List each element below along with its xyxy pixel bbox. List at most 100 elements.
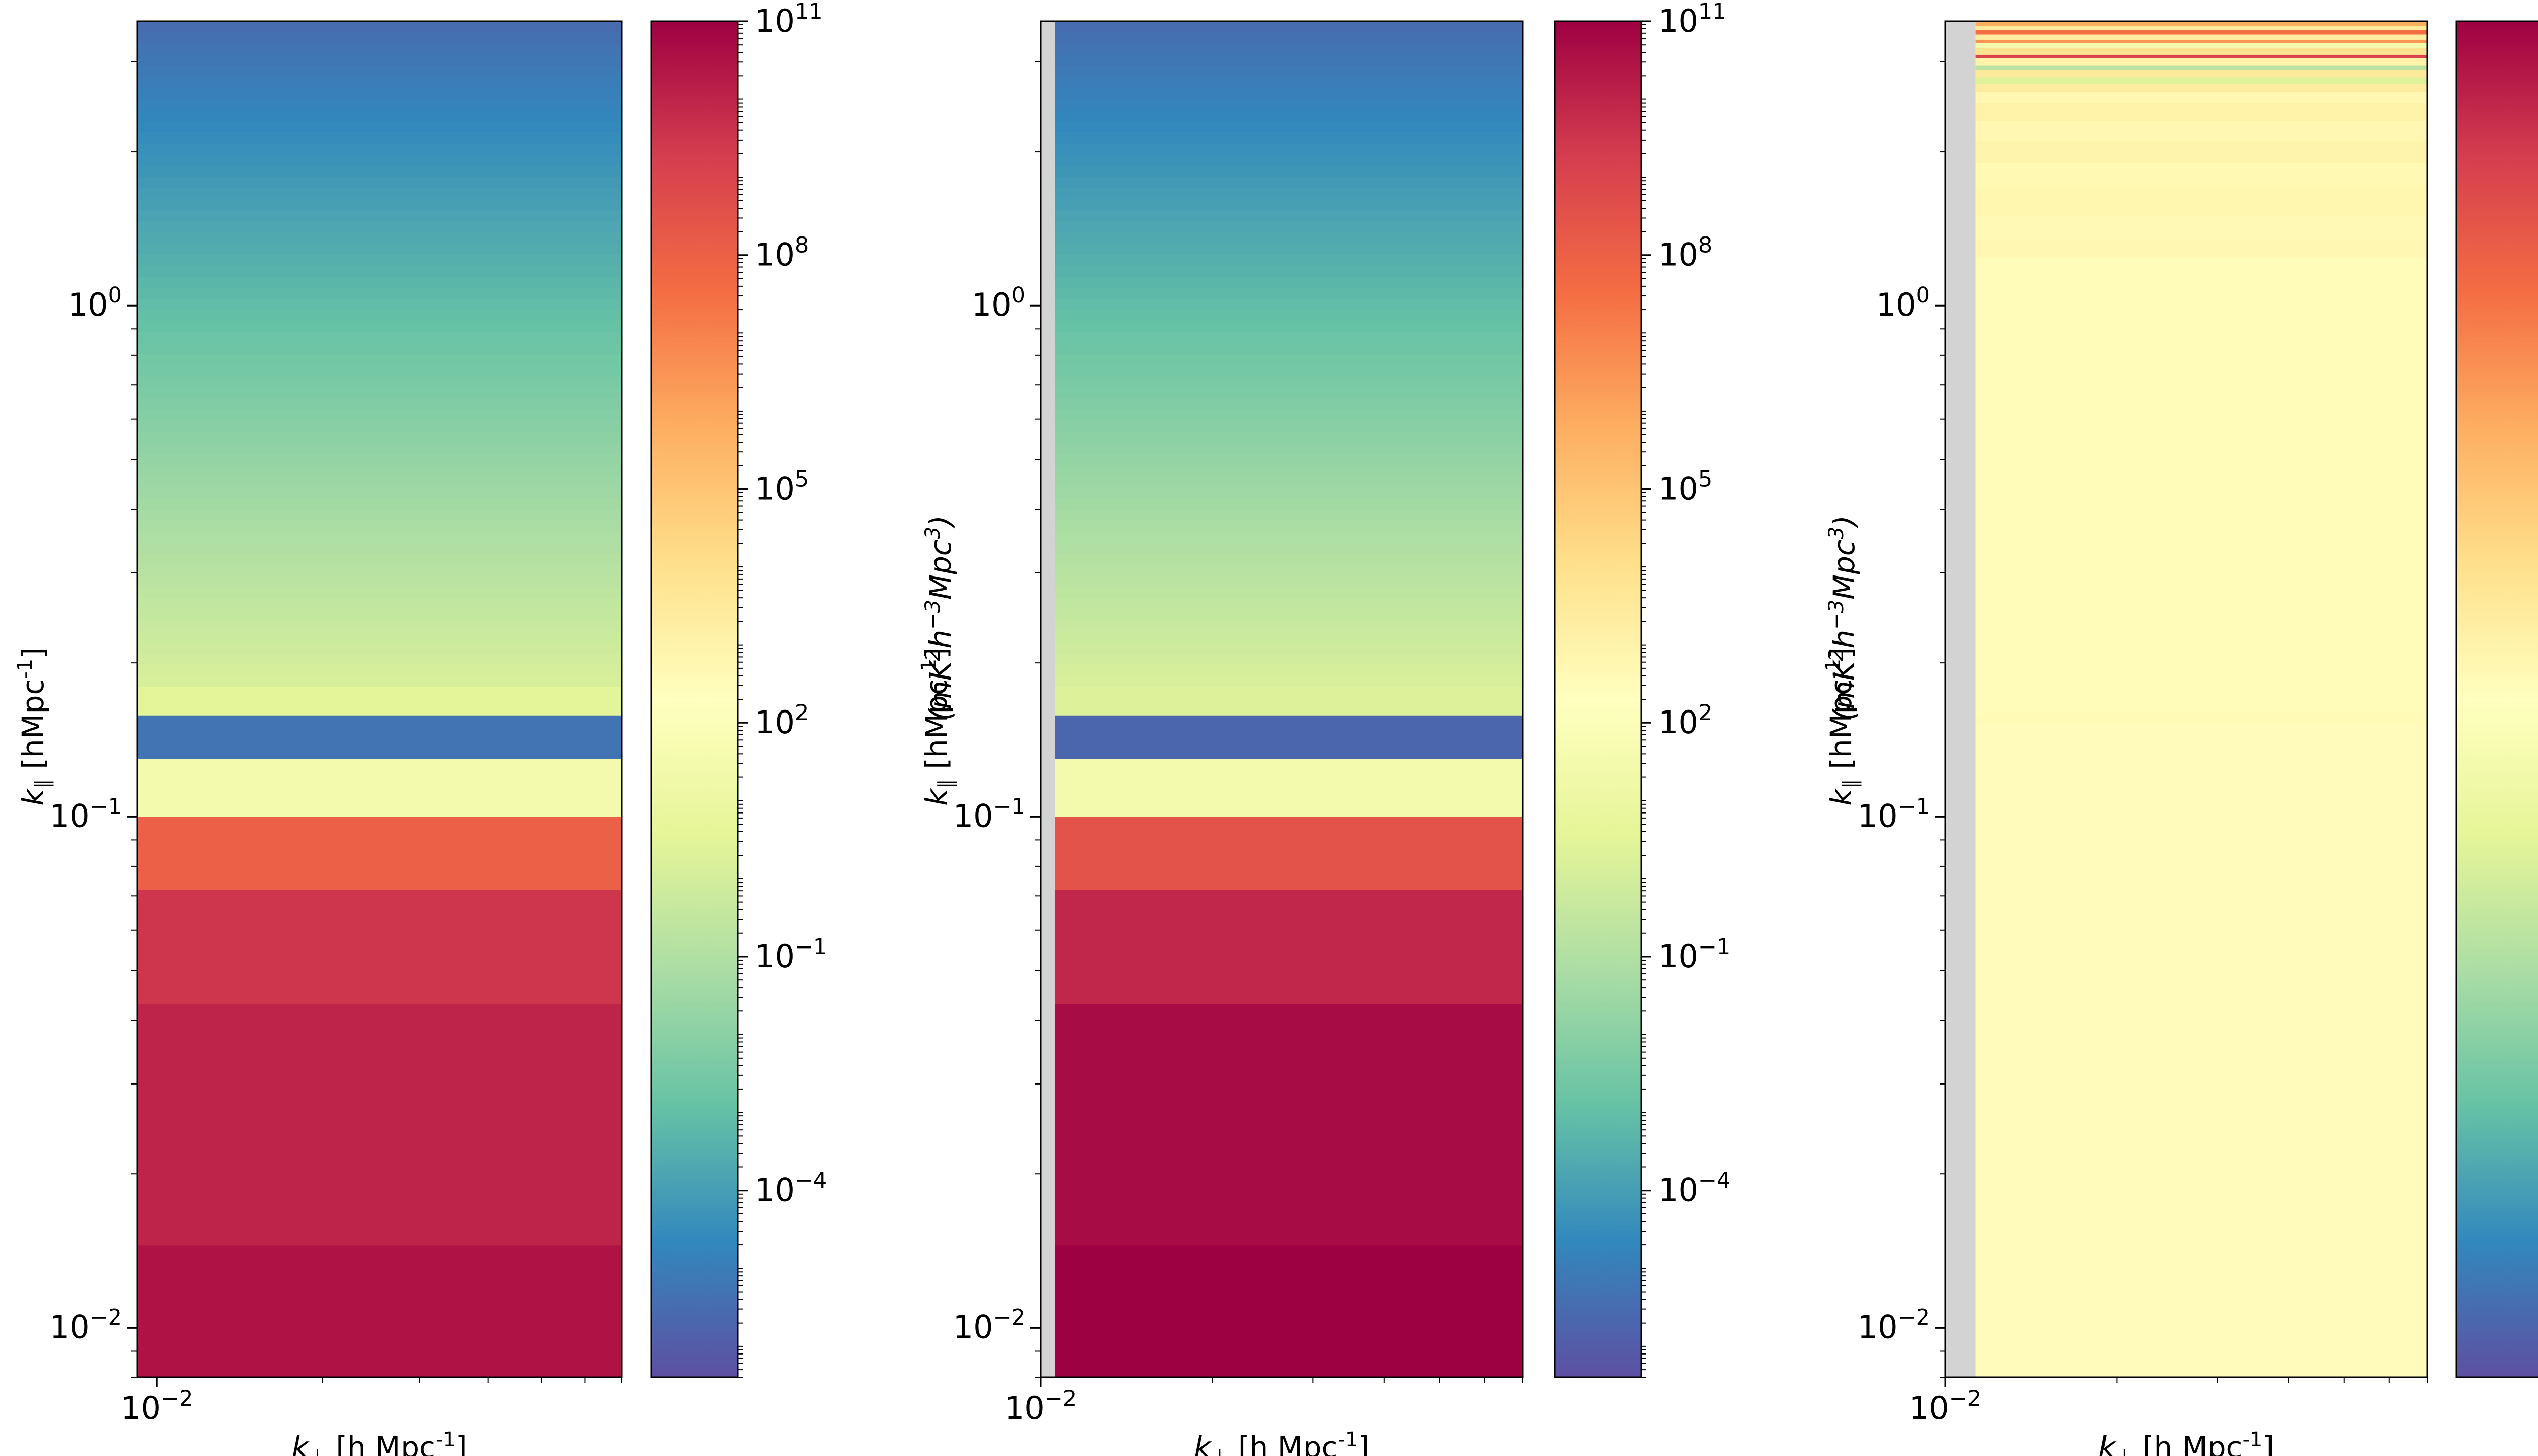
y-tick-label: 10−1 <box>1858 794 1930 834</box>
y-tick-label: 100 <box>68 283 122 323</box>
y-tick-label: 10−2 <box>50 1305 122 1345</box>
colorbar-tick-label: 102 <box>755 700 809 741</box>
axes-frame-middle <box>1040 20 1524 1378</box>
heatmap-band <box>1975 47 2427 55</box>
heatmap-cell <box>137 54 622 66</box>
heatmap-cell <box>137 65 622 77</box>
colorbar-tick-label: 105 <box>1658 466 1712 507</box>
heatmap-cell <box>1055 176 1523 188</box>
heatmap-band <box>137 686 622 716</box>
heatmap-band <box>137 715 622 759</box>
heatmap-band <box>137 758 622 817</box>
heatmap-band <box>1975 43 2427 48</box>
x-axis-label-right: k⊥ [h Mpc-1] <box>2098 1428 2274 1456</box>
heatmap-band <box>1975 91 2427 103</box>
heatmap-cell <box>1055 331 1523 344</box>
panel-right: 100 10−1 10−2 10−2 k⊥ [h Mpc-1] k∥ [hMpc-1]… <box>1822 20 2538 1456</box>
heatmap-cell <box>137 243 622 255</box>
heatmap-cell <box>137 187 622 199</box>
colorbar-ticks-left: 1011 108 105 102 10−1 10−4 <box>738 0 827 1378</box>
heatmap-cell <box>1055 254 1523 266</box>
y-tick-label: 10−2 <box>953 1305 1025 1345</box>
x-axis-label-left: k⊥ [h Mpc-1] <box>292 1428 467 1456</box>
heatmap-cell <box>1055 597 1523 610</box>
heatmap-cell <box>1055 265 1523 277</box>
heatmap-cell <box>1055 641 1523 654</box>
heatmap-cell <box>1055 309 1523 321</box>
heatmap-band <box>1975 215 2427 240</box>
heatmap-cell <box>137 309 622 321</box>
heatmap-cell <box>1055 32 1523 44</box>
heatmap-cell <box>137 420 622 432</box>
heatmap-cell <box>137 221 622 232</box>
heatmap-cell <box>137 409 622 421</box>
heatmap-cell <box>1055 198 1523 211</box>
heatmap-cell <box>1055 653 1523 665</box>
heatmap-right <box>1945 21 2427 1378</box>
heatmap-band <box>137 1245 622 1378</box>
heatmap-cell <box>137 265 622 277</box>
heatmap-band <box>1055 817 1523 890</box>
heatmap-cell <box>137 21 622 33</box>
x-axis-label-middle: k⊥ [h Mpc-1] <box>1194 1428 1370 1456</box>
heatmap-cell <box>1055 564 1523 576</box>
heatmap-band <box>1975 54 2427 59</box>
colorbar-tick-label: 10−4 <box>1658 1168 1730 1209</box>
heatmap-cell <box>1055 664 1523 676</box>
heatmap-cell <box>1055 409 1523 421</box>
heatmap-cell <box>137 542 622 554</box>
heatmap-cell <box>1055 187 1523 199</box>
heatmap-cell <box>137 276 622 288</box>
heatmap-cell <box>1055 298 1523 310</box>
colorbar-ticks-middle: 1011 108 105 102 10−1 10−4 <box>1641 0 1730 1378</box>
y-tick-label: 100 <box>1876 283 1930 323</box>
heatmap-cell <box>1055 520 1523 532</box>
heatmap-band <box>1975 141 2427 164</box>
heatmap-cell <box>137 553 622 565</box>
heatmap-cell <box>137 509 622 521</box>
heatmap-band <box>1055 1245 1523 1378</box>
y-axis-label-left: k∥ [hMpc-1] <box>14 647 54 806</box>
heatmap-cell <box>137 254 622 266</box>
heatmap-cell <box>1055 77 1523 88</box>
heatmap-cell <box>137 387 622 399</box>
heatmap-band <box>1975 83 2427 92</box>
heatmap-band <box>1055 686 1523 716</box>
heatmap-cell <box>1055 398 1523 410</box>
heatmap-cell <box>137 354 622 365</box>
heatmap-cell <box>1055 165 1523 177</box>
y-tick-label: 10−1 <box>50 794 122 834</box>
heatmap-band <box>137 1004 622 1246</box>
heatmap-cell <box>1055 154 1523 166</box>
heatmap-cell <box>137 98 622 111</box>
heatmap-cell <box>137 287 622 299</box>
heatmap-cell <box>1055 453 1523 465</box>
heatmap-cell <box>1055 287 1523 299</box>
heatmap-cell <box>1055 631 1523 642</box>
heatmap-band <box>137 890 622 1004</box>
heatmap-left <box>137 21 622 1378</box>
heatmap-cell <box>1055 608 1523 621</box>
heatmap-band <box>1975 722 2427 1378</box>
heatmap-cell <box>1055 476 1523 487</box>
heatmap-cell <box>1055 542 1523 554</box>
y-tick-label: 10−1 <box>953 794 1025 834</box>
heatmap-band <box>1055 715 1523 759</box>
heatmap-cell <box>137 43 622 55</box>
heatmap-cell <box>1055 575 1523 587</box>
panel-left: 100 10−1 10−2 10−2 k⊥ [h Mpc-1] k∥ [hMpc-1]… <box>14 0 958 1456</box>
heatmap-cell <box>1055 21 1523 33</box>
heatmap-cell <box>1055 553 1523 565</box>
heatmap-band <box>1975 120 2427 142</box>
heatmap-cell <box>137 77 622 88</box>
heatmap-cell <box>1055 88 1523 99</box>
heatmap-band <box>1975 258 2427 716</box>
heatmap-cell <box>137 608 622 621</box>
heatmap-cell <box>137 364 622 377</box>
heatmap-cell <box>1055 354 1523 365</box>
heatmap-band <box>1975 30 2427 35</box>
heatmap-band <box>1975 239 2427 258</box>
heatmap-band <box>1975 33 2427 40</box>
heatmap-band <box>1055 890 1523 1004</box>
